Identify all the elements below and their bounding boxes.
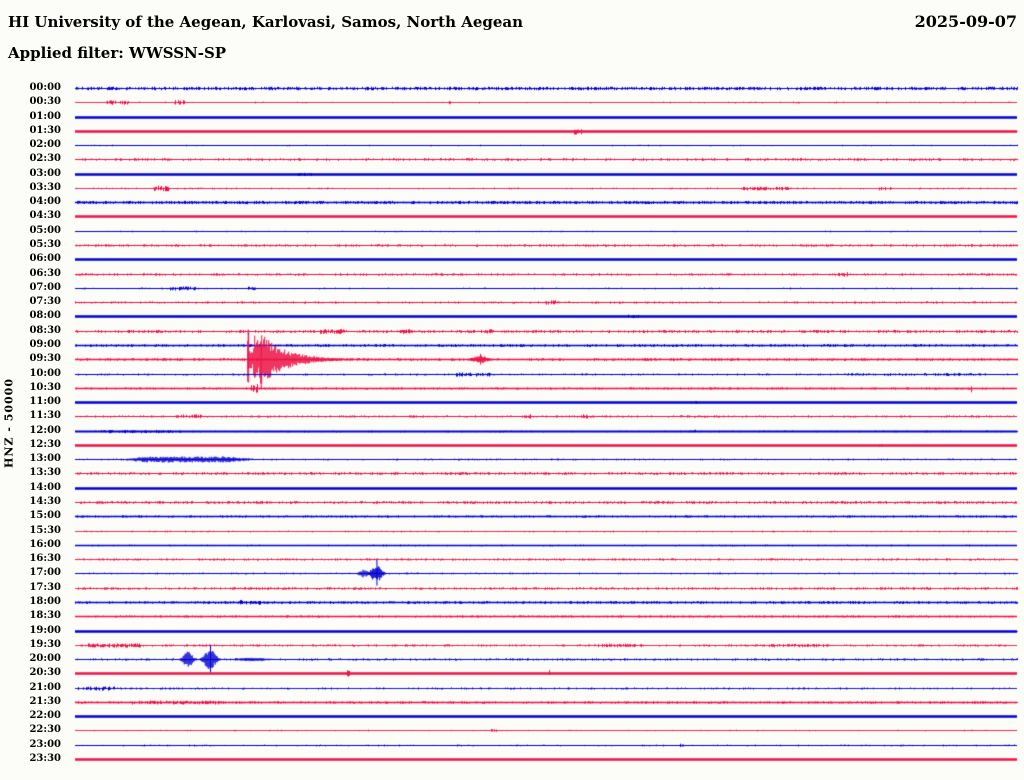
time-label-1300: 13:00 — [29, 453, 61, 465]
time-label-0530: 05:30 — [29, 239, 61, 251]
time-label-0600: 06:00 — [29, 253, 61, 265]
time-label-0630: 06:30 — [29, 267, 61, 279]
time-label-2130: 21:30 — [29, 695, 61, 707]
time-label-0200: 02:00 — [29, 139, 61, 151]
time-label-0230: 02:30 — [29, 153, 61, 165]
time-label-0900: 09:00 — [29, 338, 61, 350]
time-label-1100: 11:00 — [29, 396, 61, 408]
time-label-1230: 12:30 — [29, 438, 61, 450]
time-label-0730: 07:30 — [29, 296, 61, 308]
channel-scale-label: HNZ - 50000 — [2, 378, 16, 468]
time-label-0000: 00:00 — [29, 82, 61, 93]
time-label-0800: 08:00 — [29, 310, 61, 322]
time-label-1900: 19:00 — [29, 624, 61, 636]
time-label-0500: 05:00 — [29, 224, 61, 236]
time-label-1500: 15:00 — [29, 510, 61, 522]
time-label-0430: 04:30 — [29, 210, 61, 222]
time-label-2000: 20:00 — [29, 653, 61, 665]
time-label-1030: 10:30 — [29, 381, 61, 393]
time-label-2300: 23:00 — [29, 738, 61, 750]
time-label-0930: 09:30 — [29, 353, 61, 365]
time-label-1430: 14:30 — [29, 496, 61, 508]
time-label-1530: 15:30 — [29, 524, 61, 536]
time-label-0400: 04:00 — [29, 196, 61, 208]
time-label-1400: 14:00 — [29, 481, 61, 493]
time-label-2030: 20:30 — [29, 667, 61, 679]
time-label-2200: 22:00 — [29, 710, 61, 722]
time-label-0300: 03:00 — [29, 167, 61, 179]
time-label-1830: 18:30 — [29, 610, 61, 622]
time-label-0830: 08:30 — [29, 324, 61, 336]
time-label-0330: 03:30 — [29, 181, 61, 193]
time-label-1700: 17:00 — [29, 567, 61, 579]
time-label-2330: 23:30 — [29, 753, 61, 764]
time-label-1200: 12:00 — [29, 424, 61, 436]
time-label-2100: 21:00 — [29, 681, 61, 693]
time-label-1000: 10:00 — [29, 367, 61, 379]
time-label-0130: 01:30 — [29, 124, 61, 136]
time-label-1930: 19:30 — [29, 638, 61, 650]
time-label-1130: 11:30 — [29, 410, 61, 422]
time-label-0100: 01:00 — [29, 110, 61, 122]
time-label-0030: 00:30 — [29, 96, 61, 108]
time-label-2230: 22:30 — [29, 724, 61, 736]
time-label-1630: 16:30 — [29, 553, 61, 565]
time-label-1730: 17:30 — [29, 581, 61, 593]
filter-label: Applied filter: WWSSN-SP — [8, 44, 227, 62]
time-label-1600: 16:00 — [29, 538, 61, 550]
time-label-0700: 07:00 — [29, 281, 61, 293]
time-label-1330: 13:30 — [29, 467, 61, 479]
station-title: HI University of the Aegean, Karlovasi, … — [8, 13, 524, 31]
date-label: 2025-09-07 — [914, 12, 1017, 31]
time-label-1800: 18:00 — [29, 595, 61, 607]
